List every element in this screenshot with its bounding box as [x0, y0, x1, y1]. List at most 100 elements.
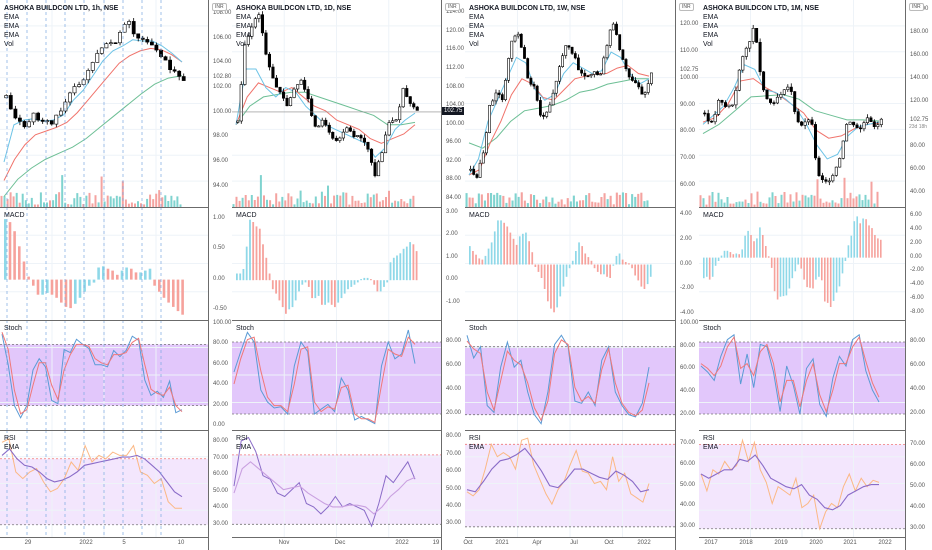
symbol-title[interactable]: ASHOKA BUILDCON LTD, 1D, NSE	[236, 5, 352, 12]
axis-tick-label: 108.00	[446, 83, 465, 90]
stoch-pane[interactable]: Stoch	[465, 320, 675, 430]
currency-badge[interactable]: INR	[445, 3, 460, 11]
macd-label[interactable]: MACD	[469, 212, 490, 219]
stoch-label[interactable]: Stoch	[4, 325, 22, 332]
ema-legend-1[interactable]: EMA	[469, 14, 485, 21]
pane-separator[interactable]	[699, 537, 905, 538]
time-tick-label: 29	[24, 540, 32, 546]
rsi-pane[interactable]: RSI EMA	[465, 430, 675, 537]
pane-separator[interactable]	[699, 430, 905, 431]
pane-separator[interactable]	[232, 537, 441, 538]
price-pane[interactable]: ASHOKA BUILDCON LTD, 1h, NSE EMA EMA EMA…	[0, 0, 208, 207]
volume-legend[interactable]: Vol	[469, 41, 479, 48]
currency-badge[interactable]: INR	[212, 3, 227, 11]
pane-separator[interactable]	[232, 207, 441, 208]
stoch-pane[interactable]: Stoch	[0, 320, 208, 430]
ema-legend-3[interactable]: EMA	[469, 32, 485, 39]
rsi-ema-label[interactable]: EMA	[4, 444, 20, 451]
ema-legend-2[interactable]: EMA	[4, 23, 20, 30]
ema-legend-1[interactable]: EMA	[236, 14, 252, 21]
ema-legend-3[interactable]: EMA	[4, 32, 20, 39]
macd-pane[interactable]: MACD	[465, 207, 675, 320]
macd-label[interactable]: MACD	[703, 212, 724, 219]
chart-column: ASHOKA BUILDCON LTD, 1h, NSE EMA EMA EMA…	[0, 0, 232, 550]
rsi-label[interactable]: RSI	[236, 435, 248, 442]
macd-label[interactable]: MACD	[236, 212, 257, 219]
pane-separator[interactable]	[232, 320, 441, 321]
stoch-label[interactable]: Stoch	[236, 325, 254, 332]
price-axis[interactable]: 120.00 110.00 102.75 100.00 90.00 80.00 70.00 6…	[675, 0, 700, 207]
pane-separator[interactable]	[465, 430, 675, 431]
time-tick-label: Dec	[334, 540, 346, 546]
pane-separator[interactable]	[699, 207, 905, 208]
rsi-axis[interactable]: 70.00 60.00 50.00 40.00 30.00	[905, 430, 932, 537]
ema-legend-1[interactable]: EMA	[703, 14, 719, 21]
rsi-label[interactable]: RSI	[469, 435, 481, 442]
rsi-ema-label[interactable]: EMA	[703, 444, 719, 451]
price-axis[interactable]: 200.00180.00160.00140.00120.00102.7580.0…	[905, 0, 932, 207]
price-pane[interactable]: ASHOKA BUILDCON LTD, 1D, NSE EMA EMA EMA…	[232, 0, 441, 207]
time-axis[interactable]: Nov Dec 2022 19	[232, 540, 441, 550]
rsi-pane[interactable]: RSI EMA	[699, 430, 905, 537]
pane-separator[interactable]	[0, 207, 208, 208]
pane-separator[interactable]	[465, 207, 675, 208]
stoch-pane[interactable]: Stoch	[232, 320, 441, 430]
time-axis[interactable]: 29 2022 5 10	[0, 540, 208, 550]
macd-pane[interactable]: MACD	[699, 207, 905, 320]
macd-axis[interactable]: 3.00 2.00 1.00 0.00 -1.00	[441, 207, 466, 320]
axis-tick-label: -8.00	[910, 308, 924, 315]
stoch-axis[interactable]: 100.00 80.00 60.00 40.00 20.00 0.00	[208, 320, 233, 430]
price-axis[interactable]: 124.00 120.00 116.00 112.00 108.00 104.00 100.…	[441, 0, 466, 207]
axis-tick-label: 50.00	[213, 487, 229, 494]
price-pane[interactable]: ASHOKA BUILDCON LTD, 1M, NSE EMA EMA EMA…	[699, 0, 905, 207]
rsi-pane[interactable]: RSI EMA	[232, 430, 441, 537]
stoch-label[interactable]: Stoch	[703, 325, 721, 332]
ema-legend-3[interactable]: EMA	[703, 32, 719, 39]
volume-legend[interactable]: Vol	[4, 41, 14, 48]
pane-separator[interactable]	[465, 537, 675, 538]
price-axis[interactable]: 108.00 106.00 104.00 102.80 102.00 100.00 98.0…	[208, 0, 233, 207]
pane-separator[interactable]	[0, 430, 208, 431]
ema-legend-2[interactable]: EMA	[469, 23, 485, 30]
macd-axis[interactable]: 4.00 2.00 0.00 -2.00 -4.00	[675, 207, 700, 320]
volume-legend[interactable]: Vol	[236, 41, 246, 48]
time-axis[interactable]: Oct 2021 Apr Jul Oct 2022	[463, 540, 675, 550]
symbol-title[interactable]: ASHOKA BUILDCON LTD, 1M, NSE	[703, 5, 819, 12]
ema-legend-3[interactable]: EMA	[236, 32, 252, 39]
symbol-title[interactable]: ASHOKA BUILDCON LTD, 1W, NSE	[469, 5, 586, 12]
macd-axis[interactable]: 1.00 0.50 0.00 -0.50	[208, 207, 233, 320]
pane-separator[interactable]	[0, 320, 208, 321]
rsi-axis[interactable]: 80.00 70.00 60.00 50.00 40.00 30.00	[441, 430, 466, 537]
stoch-label[interactable]: Stoch	[469, 325, 487, 332]
stoch-axis[interactable]: 80.00 60.00 40.00 20.00	[905, 320, 932, 430]
stoch-axis[interactable]: 80.00 60.00 40.00 20.00	[441, 320, 466, 430]
stoch-pane[interactable]: Stoch	[699, 320, 905, 430]
time-axis[interactable]: 2017 2018 2019 2020 2021 2022	[699, 540, 905, 550]
pane-separator[interactable]	[699, 320, 905, 321]
currency-badge[interactable]: INR	[909, 3, 924, 11]
ema-legend-1[interactable]: EMA	[4, 14, 20, 21]
rsi-ema-label[interactable]: EMA	[236, 444, 252, 451]
price-legend: ASHOKA BUILDCON LTD, 1D, NSE EMA EMA EMA…	[236, 4, 351, 49]
symbol-title[interactable]: ASHOKA BUILDCON LTD, 1h, NSE	[4, 5, 119, 12]
rsi-axis[interactable]: 70.00 60.00 50.00 40.00 30.00	[675, 430, 700, 537]
rsi-label[interactable]: RSI	[4, 435, 16, 442]
pane-separator[interactable]	[0, 537, 208, 538]
rsi-ema-label[interactable]: EMA	[469, 444, 485, 451]
rsi-axis[interactable]: 80.00 70.00 60.00 50.00 40.00 30.00	[208, 430, 233, 537]
currency-badge[interactable]: INR	[679, 3, 694, 11]
time-tick-label: 19	[432, 540, 440, 546]
ema-legend-2[interactable]: EMA	[236, 23, 252, 30]
stoch-axis[interactable]: 100.00 80.00 60.00 40.00 20.00	[675, 320, 700, 430]
pane-separator[interactable]	[232, 430, 441, 431]
rsi-pane[interactable]: RSI EMA	[0, 430, 208, 537]
ema-legend-2[interactable]: EMA	[703, 23, 719, 30]
macd-pane[interactable]: MACD	[232, 207, 441, 320]
price-pane[interactable]: ASHOKA BUILDCON LTD, 1W, NSE EMA EMA EMA…	[465, 0, 675, 207]
pane-separator[interactable]	[465, 320, 675, 321]
volume-legend[interactable]: Vol	[703, 41, 713, 48]
rsi-label[interactable]: RSI	[703, 435, 715, 442]
macd-axis[interactable]: 6.00 4.00 2.00 0.00 -2.00 -4.00 -6.00 -8.00	[905, 207, 932, 320]
macd-label[interactable]: MACD	[4, 212, 25, 219]
macd-pane[interactable]: MACD	[0, 207, 208, 320]
